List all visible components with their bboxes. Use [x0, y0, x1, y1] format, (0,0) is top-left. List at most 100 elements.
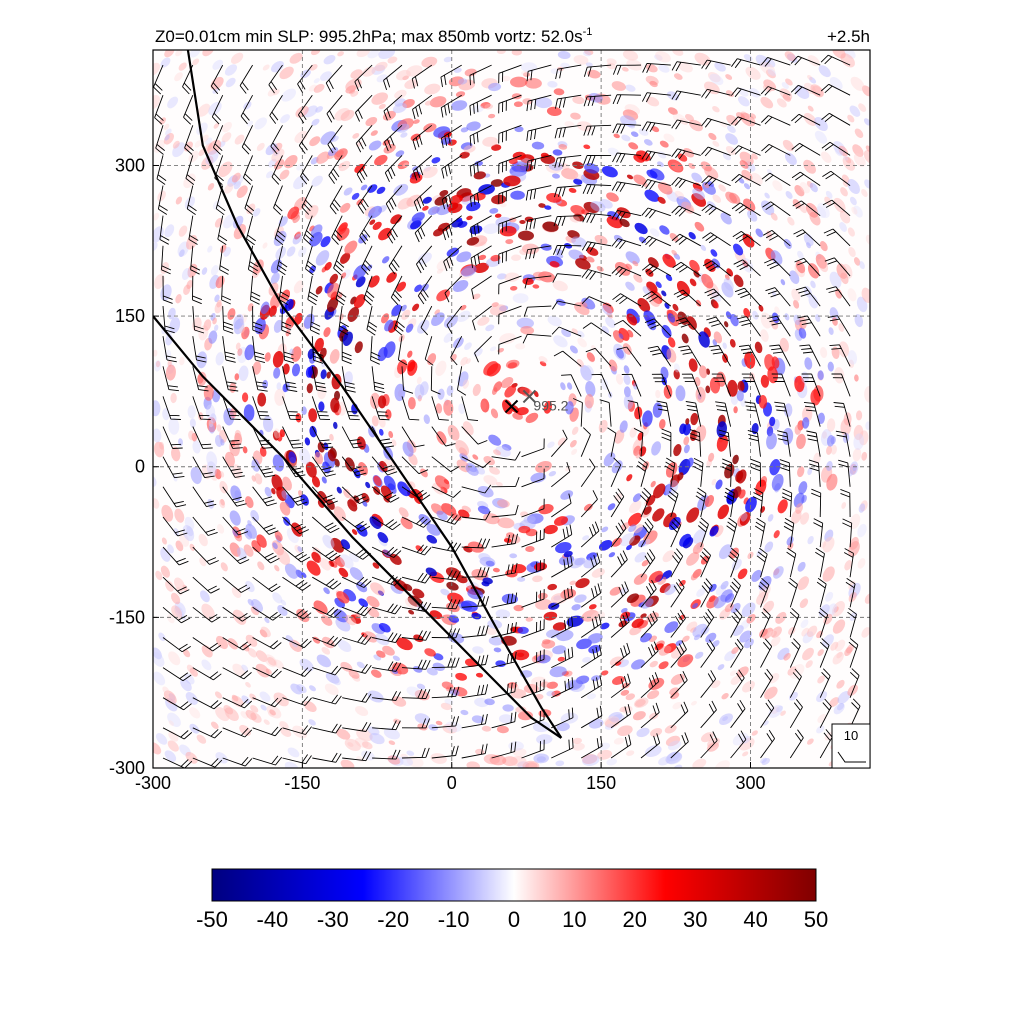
wind-barb — [799, 344, 821, 367]
vorticity-cell — [716, 421, 727, 438]
vorticity-cell — [722, 342, 727, 349]
wind-barb — [342, 576, 372, 588]
vorticity-cell — [767, 366, 779, 384]
vorticity-cell — [457, 78, 468, 85]
vorticity-cell — [737, 568, 748, 580]
vorticity-cell — [652, 508, 665, 522]
vorticity-cell — [622, 109, 639, 121]
vorticity-cell — [759, 61, 776, 75]
vorticity-cell — [327, 449, 336, 462]
vorticity-cell — [241, 326, 250, 340]
wind-barb — [730, 608, 743, 638]
vorticity-cell — [277, 549, 291, 565]
wind-barb — [282, 725, 312, 735]
vorticity-cell — [858, 430, 869, 446]
wind-barb — [551, 493, 572, 518]
vorticity-cell — [673, 444, 682, 457]
wind-barb — [786, 547, 797, 578]
vorticity-cell — [367, 50, 380, 59]
vorticity-cell — [210, 265, 219, 276]
vorticity-cell — [174, 601, 186, 616]
wind-barb — [341, 486, 369, 505]
wind-barb — [162, 667, 192, 682]
vorticity-cell — [172, 142, 186, 158]
vorticity-cell — [324, 261, 332, 271]
wind-barb — [791, 171, 821, 186]
vorticity-cell — [159, 117, 166, 125]
vorticity-cell — [472, 383, 481, 397]
wind-barb — [788, 577, 798, 608]
vorticity-cell — [615, 373, 624, 385]
wind-barb — [301, 185, 313, 215]
vorticity-cell — [387, 56, 398, 64]
vorticity-cell — [546, 690, 555, 697]
vorticity-cell — [510, 285, 518, 291]
wind-barb — [585, 347, 612, 367]
vorticity-cell — [304, 437, 311, 446]
vorticity-cell — [845, 156, 852, 164]
wind-barb — [371, 516, 401, 531]
vorticity-cell — [456, 251, 472, 263]
vorticity-cell — [696, 588, 706, 597]
wind-barb — [607, 427, 617, 457]
wind-barb — [612, 94, 642, 105]
wind-barb — [551, 707, 574, 729]
vorticity-cell — [422, 196, 432, 204]
wind-barb — [441, 155, 462, 179]
vorticity-cell — [292, 725, 308, 739]
wind-barb — [552, 273, 582, 283]
wind-barb — [731, 202, 761, 217]
wind-barb — [371, 603, 402, 615]
vorticity-cell — [814, 130, 828, 144]
vorticity-cell — [623, 393, 634, 410]
vorticity-cell — [496, 725, 509, 734]
wind-barb — [675, 317, 702, 337]
vorticity-cell — [761, 757, 770, 766]
vorticity-cell — [160, 565, 170, 578]
vorticity-cell — [247, 648, 257, 658]
vorticity-cell — [721, 693, 729, 700]
vorticity-cell — [244, 529, 253, 540]
wind-barb — [521, 739, 545, 759]
vorticity-cell — [513, 604, 524, 612]
vorticity-cell — [679, 533, 692, 547]
vorticity-cell — [810, 389, 821, 406]
vorticity-cell — [770, 636, 781, 647]
vorticity-cell — [477, 316, 490, 326]
wind-barb — [372, 690, 401, 701]
wind-barb — [521, 438, 545, 458]
vorticity-cell — [679, 579, 686, 587]
vorticity-cell — [554, 516, 568, 526]
wind-barb — [192, 637, 222, 652]
vorticity-cell — [826, 445, 832, 455]
vorticity-cell — [794, 185, 805, 197]
vorticity-cell — [847, 114, 855, 123]
vorticity-cell — [622, 343, 632, 355]
vorticity-cell — [784, 51, 796, 62]
wind-barb — [701, 88, 731, 99]
wind-barb — [162, 456, 185, 479]
vorticity-cell — [260, 301, 270, 315]
vorticity-cell — [407, 359, 416, 372]
vorticity-cell — [251, 599, 264, 613]
vorticity-cell — [169, 317, 181, 334]
wind-barb — [470, 245, 492, 269]
wind-barb — [312, 752, 342, 763]
vorticity-cell — [606, 62, 617, 70]
vorticity-cell — [402, 99, 415, 108]
vorticity-cell — [499, 225, 517, 237]
wind-barb — [383, 64, 403, 91]
vorticity-cell — [803, 233, 814, 247]
wind-barb — [401, 456, 429, 475]
vorticity-cell — [771, 473, 784, 491]
vorticity-cell — [812, 85, 824, 97]
vorticity-cell — [730, 313, 739, 327]
wind-barb — [431, 686, 460, 699]
vorticity-cell — [306, 383, 313, 394]
vorticity-cell — [255, 650, 268, 662]
vorticity-cell — [649, 228, 660, 237]
wind-barb — [767, 315, 791, 337]
wind-barb — [491, 651, 517, 669]
vorticity-cell — [163, 133, 175, 145]
vorticity-cell — [569, 580, 577, 586]
